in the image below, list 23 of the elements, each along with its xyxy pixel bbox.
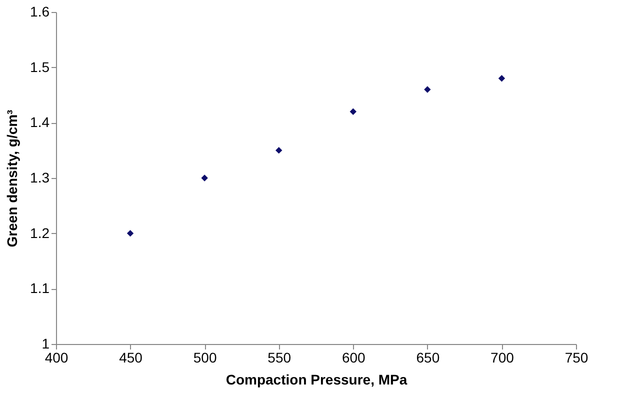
point xyxy=(424,86,431,93)
x-tick-label: 600 xyxy=(342,350,366,366)
y-tick-label: 1.6 xyxy=(30,4,50,20)
point xyxy=(126,230,134,237)
point xyxy=(498,75,506,82)
x-tick-label: 650 xyxy=(416,350,440,366)
y-tick-label: 1.2 xyxy=(30,224,50,241)
y-tick-label: 1 xyxy=(42,336,50,352)
y-axis-title: Green density, g/cm³ xyxy=(4,109,20,248)
x-tick-label: 750 xyxy=(564,350,588,366)
y-tick-label: 1.5 xyxy=(30,58,50,75)
x-tick-label: 500 xyxy=(193,350,217,366)
point xyxy=(350,108,356,115)
x-tick-label: 400 xyxy=(44,350,68,366)
point xyxy=(201,174,208,182)
y-tick-label: 1.4 xyxy=(30,114,50,130)
x-tick-label: 700 xyxy=(490,350,514,366)
y-tick-label: 1.3 xyxy=(30,170,50,186)
x-tick-label: 550 xyxy=(268,350,292,366)
x-tick-label: 450 xyxy=(119,350,143,366)
point xyxy=(276,146,282,154)
y-tick-label: 1.1 xyxy=(30,280,50,296)
x-axis-title: Compaction Pressure, MPa xyxy=(226,372,408,388)
